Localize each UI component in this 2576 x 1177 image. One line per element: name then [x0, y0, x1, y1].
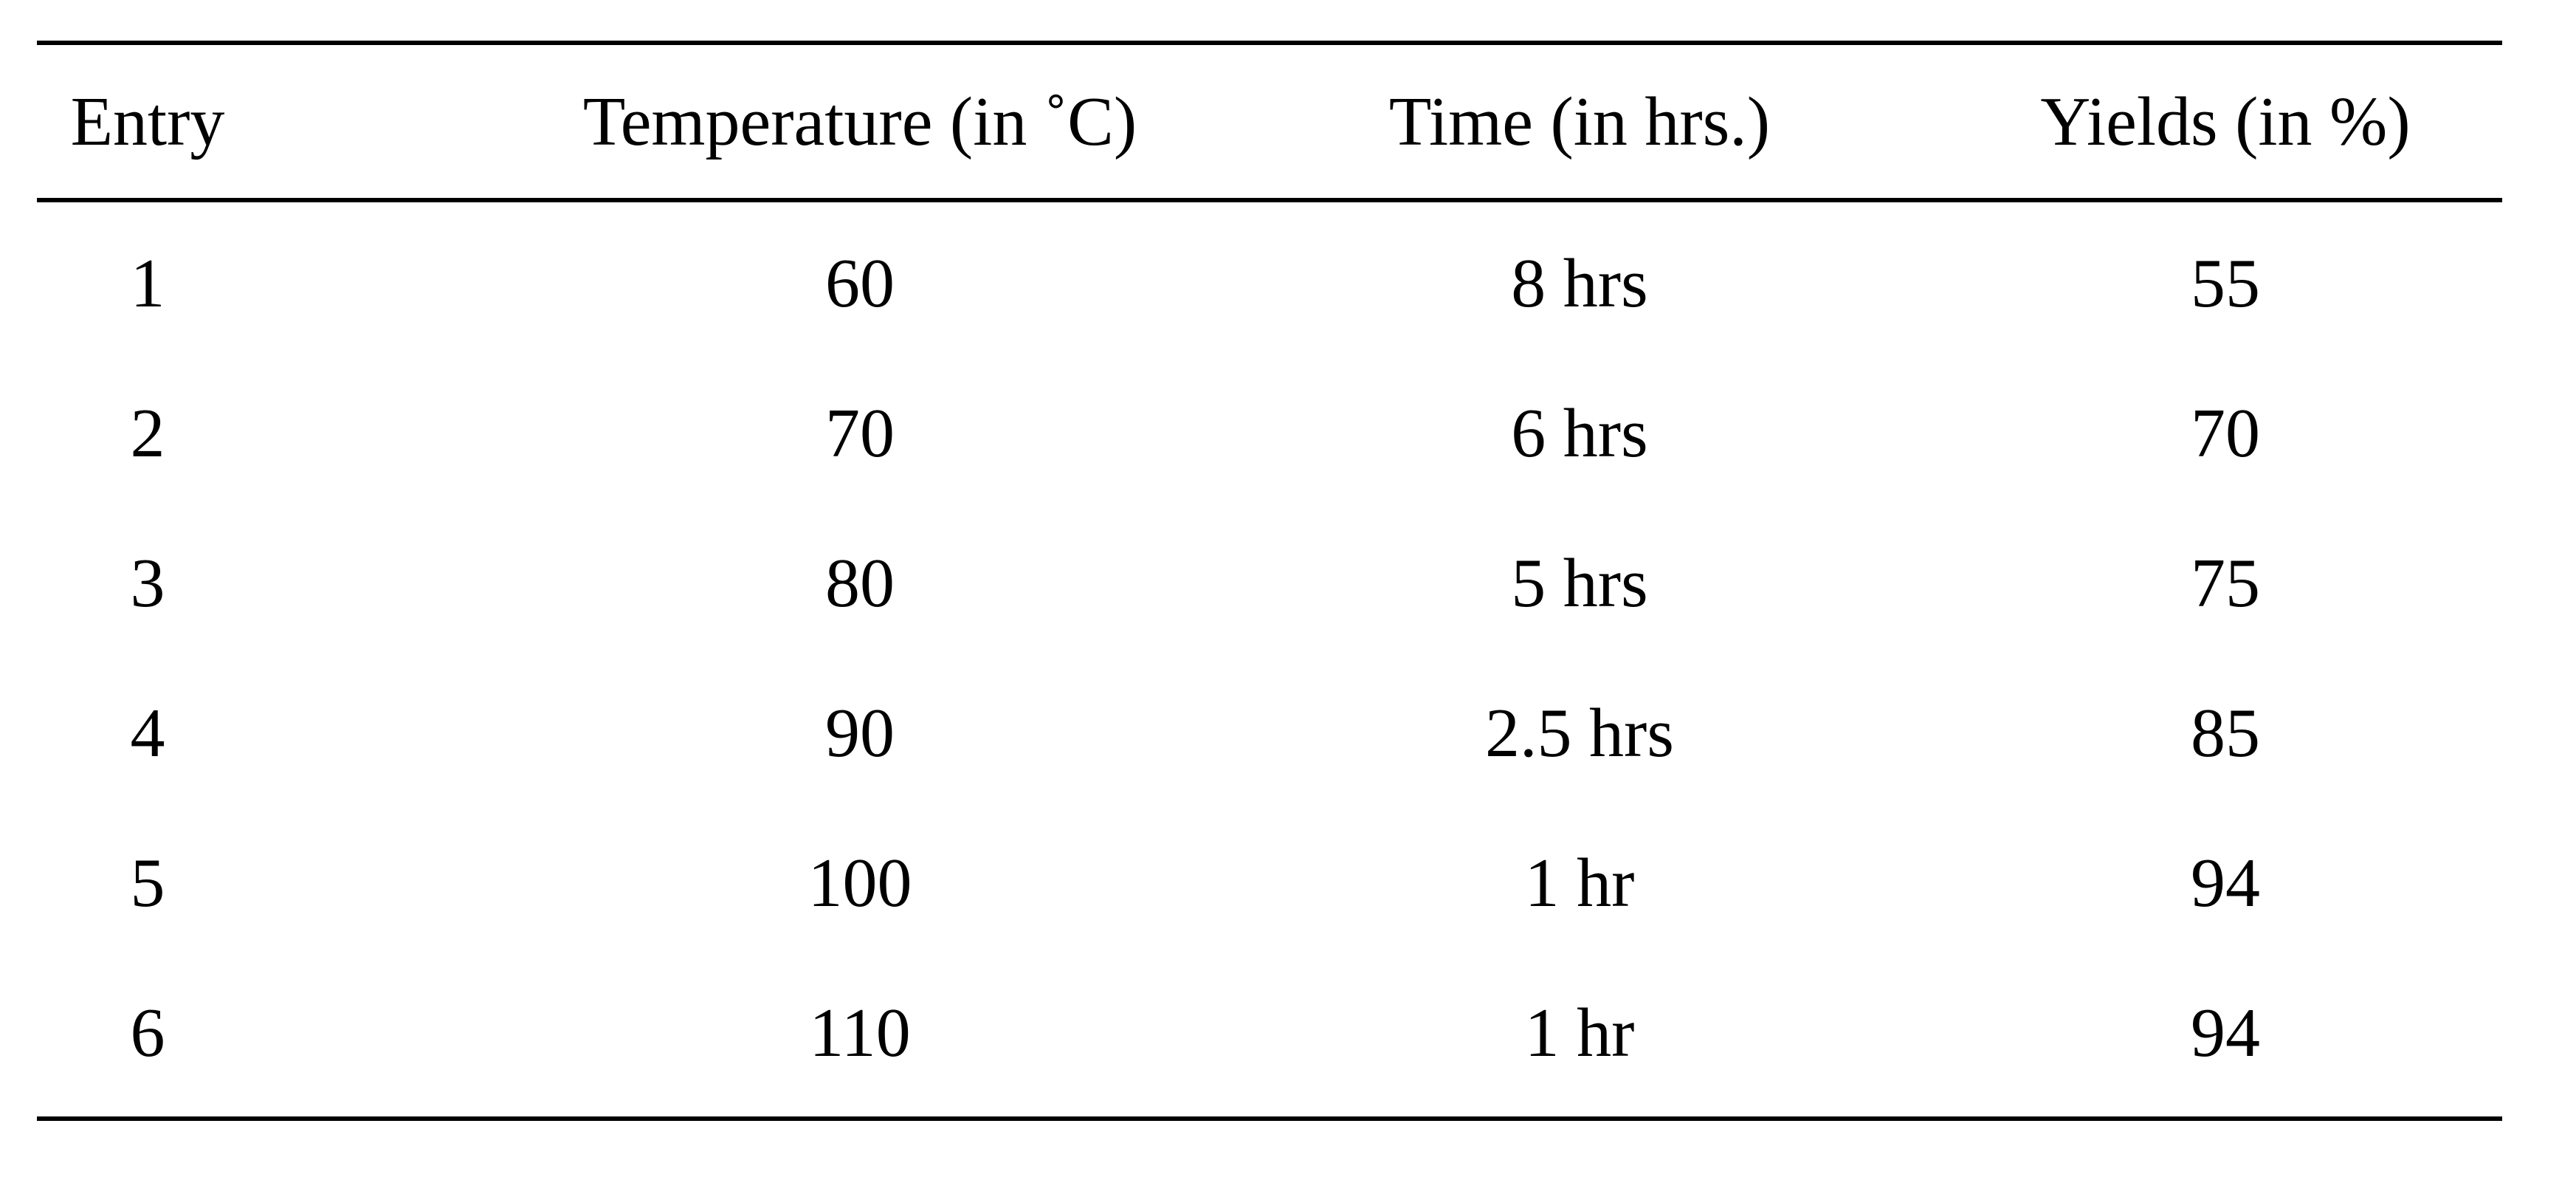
cell-time: 8 hrs	[1511, 244, 1648, 322]
cell-temperature: 60	[825, 244, 895, 322]
cell-entry: 1	[130, 244, 165, 322]
cell-yield: 85	[2191, 694, 2260, 772]
cell-entry: 4	[130, 694, 165, 772]
table-body: 1 60 8 hrs 55 2 70 6 hrs 70 3 80 5 hrs 7…	[37, 202, 2502, 1116]
cell-yield: 75	[2191, 544, 2260, 622]
cell-yield: 94	[2191, 994, 2260, 1071]
header-entry: Entry	[70, 83, 225, 160]
header-yields: Yields (in %)	[2040, 83, 2411, 160]
cell-yield: 94	[2191, 844, 2260, 922]
table-bottom-rule	[37, 1116, 2502, 1121]
cell-temperature: 100	[807, 844, 912, 922]
header-temperature: Temperature (in ˚C)	[582, 83, 1137, 160]
results-table: Entry Temperature (in ˚C) Time (in hrs.)…	[37, 41, 2502, 1121]
cell-time: 1 hr	[1524, 994, 1635, 1071]
cell-time: 2.5 hrs	[1485, 694, 1674, 772]
table-row: 6 110 1 hr 94	[37, 958, 2502, 1108]
cell-time: 6 hrs	[1511, 394, 1648, 472]
cell-temperature: 70	[825, 394, 895, 472]
table-row: 2 70 6 hrs 70	[37, 358, 2502, 508]
cell-yield: 55	[2191, 244, 2260, 322]
cell-temperature: 110	[809, 994, 911, 1071]
table-header-rule	[37, 198, 2502, 202]
cell-temperature: 80	[825, 544, 895, 622]
table-row: 1 60 8 hrs 55	[37, 208, 2502, 358]
cell-entry: 2	[130, 394, 165, 472]
table-top-rule	[37, 41, 2502, 45]
cell-time: 1 hr	[1524, 844, 1635, 922]
header-time: Time (in hrs.)	[1388, 83, 1771, 160]
table-header-row: Entry Temperature (in ˚C) Time (in hrs.)…	[37, 45, 2502, 198]
cell-entry: 5	[130, 844, 165, 922]
table-row: 5 100 1 hr 94	[37, 808, 2502, 958]
cell-temperature: 90	[825, 694, 895, 772]
cell-yield: 70	[2191, 394, 2260, 472]
table-row: 4 90 2.5 hrs 85	[37, 658, 2502, 808]
cell-entry: 6	[130, 994, 165, 1071]
table-row: 3 80 5 hrs 75	[37, 508, 2502, 658]
cell-entry: 3	[130, 544, 165, 622]
cell-time: 5 hrs	[1511, 544, 1648, 622]
